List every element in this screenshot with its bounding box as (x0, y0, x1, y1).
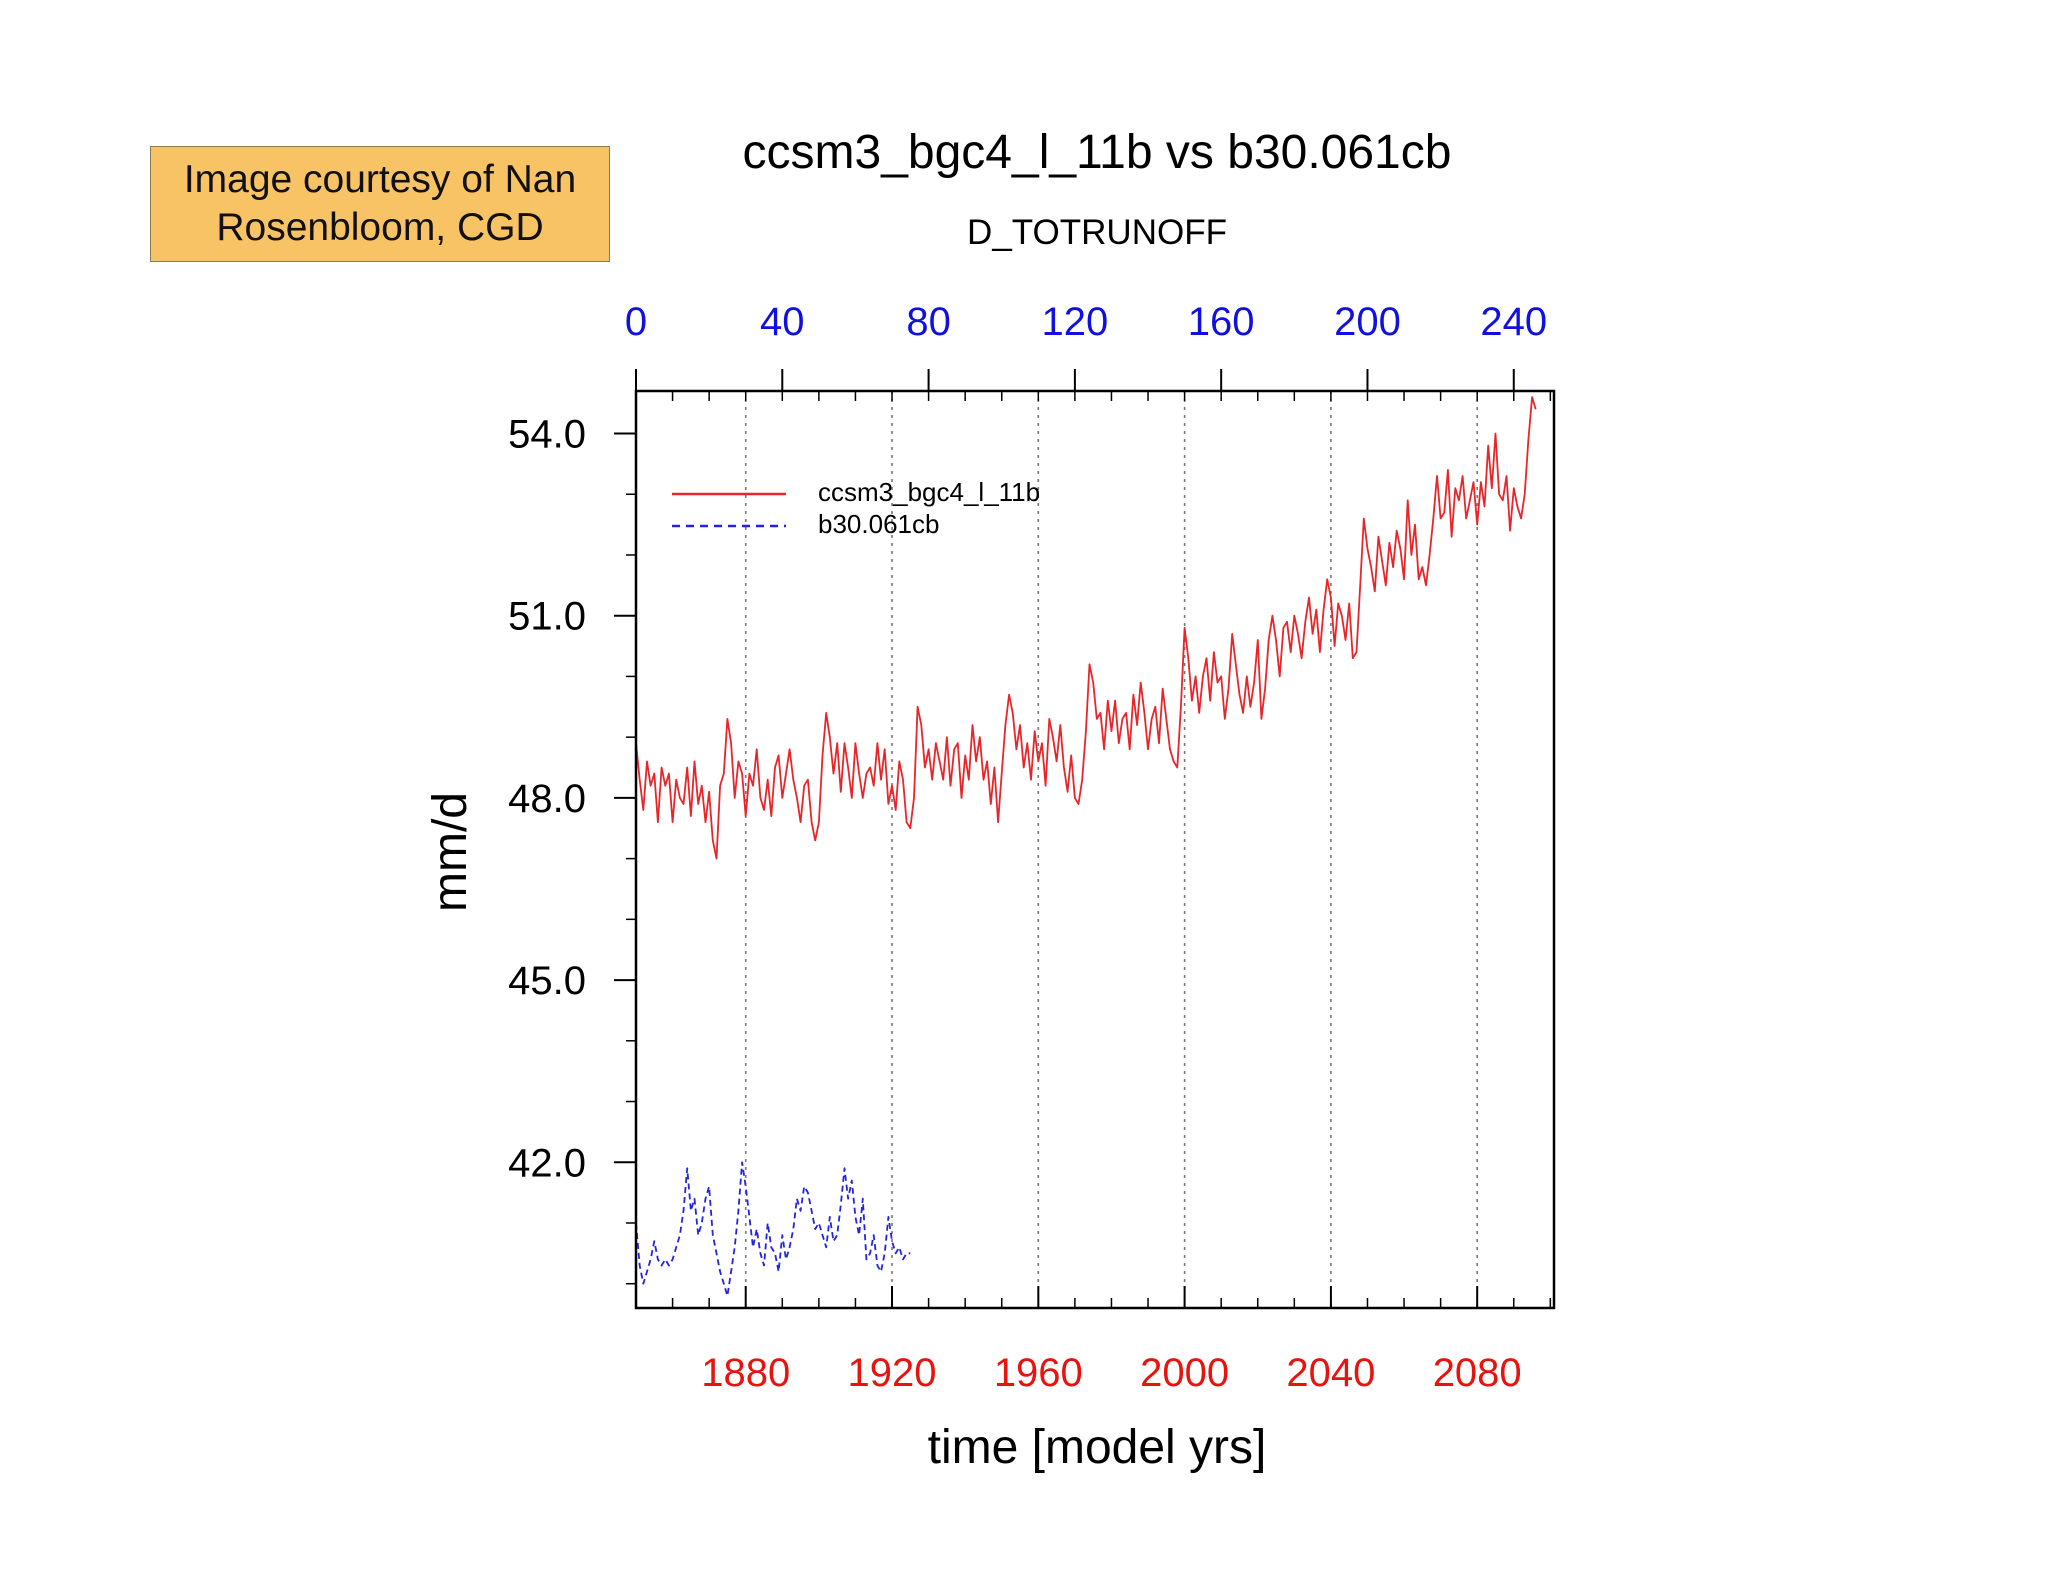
y-tick-label: 54.0 (508, 413, 586, 457)
plot-frame (634, 389, 1556, 1310)
grid-lines (744, 391, 1478, 1308)
x-tick-label-bottom: 1880 (701, 1351, 790, 1395)
chart-subtitle: D_TOTRUNOFF (967, 213, 1227, 252)
chart-title: ccsm3_bgc4_l_11b vs b30.061cb (743, 126, 1452, 179)
series-line-1 (635, 396, 1537, 860)
x-tick-label-top: 240 (1480, 300, 1547, 344)
legend-label-series-2: b30.061cb (818, 509, 939, 539)
x-tick-label-bottom: 2040 (1286, 1351, 1375, 1395)
x-tick-label-top: 200 (1334, 300, 1401, 344)
courtesy-line-1: Image courtesy of Nan (183, 158, 577, 201)
series-line-2 (635, 1161, 911, 1297)
legend-label-series-1: ccsm3_bgc4_l_11b (818, 477, 1040, 507)
y-tick-label: 42.0 (508, 1141, 586, 1185)
courtesy-line-2: Rosenbloom, CGD (216, 206, 544, 249)
image-courtesy-box: Image courtesy of Nan Rosenbloom, CGD (150, 146, 610, 262)
y-tick-label: 48.0 (508, 777, 586, 821)
x-tick-label-top: 160 (1188, 300, 1255, 344)
series-lines (635, 396, 1537, 1297)
axes: 1880 1920 1960 2000 2040 2080 0 40 80 120 160 200 24… (508, 300, 1556, 1395)
y-axis-label: mm/d (424, 792, 477, 912)
x-tick-label-bottom: 1920 (848, 1351, 937, 1395)
x-tick-label-bottom: 2000 (1140, 1351, 1229, 1395)
x-tick-label-top: 0 (625, 300, 647, 344)
x-tick-label-top: 40 (760, 300, 805, 344)
y-tick-label: 51.0 (508, 595, 586, 639)
legend: ccsm3_bgc4_l_11b b30.061cb (672, 477, 1040, 539)
courtesy-text: Image courtesy of Nan Rosenbloom, CGD (184, 156, 576, 252)
x-tick-label-top: 120 (1042, 300, 1109, 344)
y-tick-label: 45.0 (508, 959, 586, 1003)
x-tick-label-bottom: 1960 (994, 1351, 1083, 1395)
x-tick-label-top: 80 (906, 300, 951, 344)
x-axis-label: time [model yrs] (928, 1421, 1267, 1474)
x-tick-label-bottom: 2080 (1433, 1351, 1522, 1395)
